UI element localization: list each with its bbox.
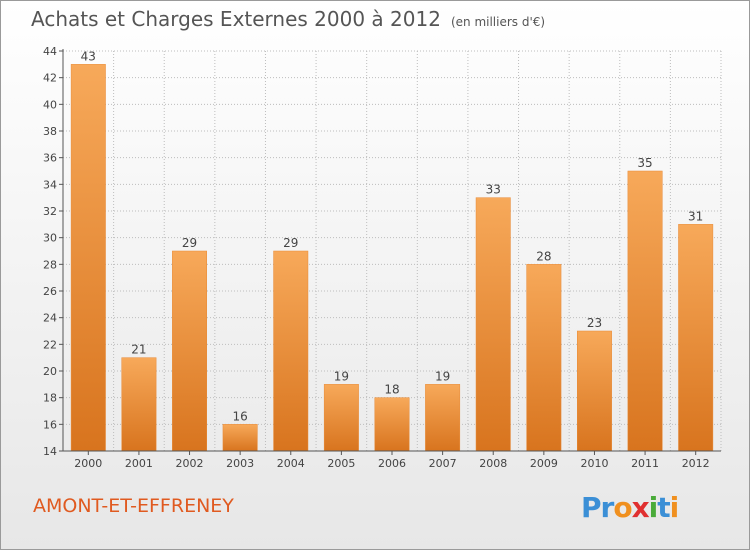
y-tick-label: 32 xyxy=(43,205,57,218)
y-tick-label: 22 xyxy=(43,338,57,351)
grid-lines xyxy=(63,50,722,452)
data-label-2001: 21 xyxy=(131,343,146,357)
data-label-2000: 43 xyxy=(81,49,96,63)
y-tick-label: 18 xyxy=(43,392,57,405)
x-tick-label-2006: 2006 xyxy=(378,457,406,470)
data-label-2011: 35 xyxy=(637,156,652,170)
bar-2006 xyxy=(374,397,410,452)
data-label-2006: 18 xyxy=(384,383,399,397)
y-tick-label: 34 xyxy=(43,178,57,191)
labels: 14 16 18 20 22 24 26 28 30 32 34 36 38 40 42 44 43 2000 21… xyxy=(43,45,710,470)
x-tick-label-2002: 2002 xyxy=(176,457,204,470)
chart-unit: (en milliers d'€) xyxy=(450,15,546,29)
bar-2000 xyxy=(70,64,106,452)
y-tick-label: 38 xyxy=(43,125,57,138)
x-tick-label-2009: 2009 xyxy=(530,457,558,470)
data-label-2009: 28 xyxy=(536,249,551,263)
bar-2007 xyxy=(425,384,461,452)
x-tick-label-2008: 2008 xyxy=(479,457,507,470)
commune-name: AMONT-ET-EFFRENEY xyxy=(33,495,234,517)
bar-2009 xyxy=(526,264,562,452)
data-label-2012: 31 xyxy=(688,209,703,223)
bar-2012 xyxy=(678,224,714,452)
data-label-2004: 29 xyxy=(283,236,298,250)
bar-2003 xyxy=(222,424,258,452)
bar-2001 xyxy=(121,357,157,452)
x-tick-label-2005: 2005 xyxy=(327,457,355,470)
x-tick-label-2001: 2001 xyxy=(125,457,153,470)
bar-2010 xyxy=(577,330,612,452)
chart-title: Achats et Charges Externes 2000 à 2012 xyxy=(31,7,441,31)
bar-2004 xyxy=(273,250,309,452)
y-tick-label: 16 xyxy=(43,418,57,431)
bar-2002 xyxy=(172,250,207,452)
data-label-2002: 29 xyxy=(182,236,197,250)
data-label-2010: 23 xyxy=(587,316,602,330)
x-tick-label-2007: 2007 xyxy=(429,457,457,470)
data-label-2007: 19 xyxy=(435,369,450,383)
axes xyxy=(59,49,721,455)
data-label-2008: 33 xyxy=(486,183,501,197)
bar-2005 xyxy=(323,384,359,452)
x-tick-label-2004: 2004 xyxy=(277,457,305,470)
y-tick-label: 30 xyxy=(43,232,57,245)
y-tick-label: 42 xyxy=(43,72,57,85)
x-tick-label-2003: 2003 xyxy=(226,457,254,470)
y-tick-label: 40 xyxy=(43,98,57,111)
data-label-2003: 16 xyxy=(233,409,248,423)
y-tick-label: 24 xyxy=(43,312,57,325)
y-tick-label: 36 xyxy=(43,152,57,165)
bars xyxy=(70,64,714,452)
bar-2011 xyxy=(627,170,663,452)
x-tick-label-2010: 2010 xyxy=(580,457,608,470)
y-tick-label: 44 xyxy=(43,45,57,58)
bar-2008 xyxy=(475,197,511,452)
x-tick-label-2011: 2011 xyxy=(631,457,659,470)
data-label-2005: 19 xyxy=(334,369,349,383)
x-tick-label-2000: 2000 xyxy=(74,457,102,470)
proxiti-logo: Proxiti xyxy=(581,491,679,524)
y-tick-label: 14 xyxy=(43,445,57,458)
x-tick-label-2012: 2012 xyxy=(682,457,710,470)
chart-title-block: Achats et Charges Externes 2000 à 2012 (e… xyxy=(31,7,545,31)
y-tick-label: 20 xyxy=(43,365,57,378)
y-tick-label: 28 xyxy=(43,258,57,271)
y-tick-label: 26 xyxy=(43,285,57,298)
